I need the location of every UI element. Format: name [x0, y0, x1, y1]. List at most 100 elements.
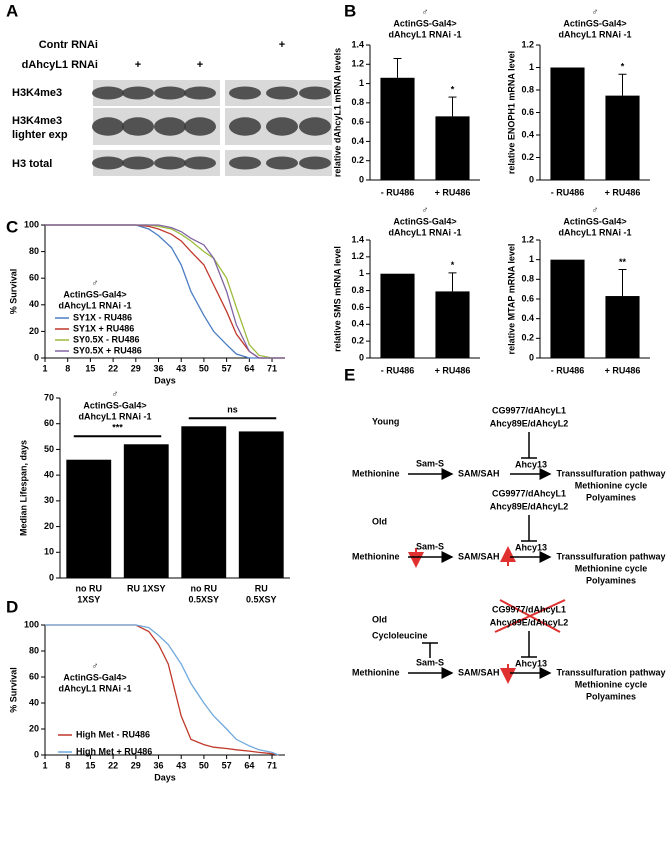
- condition-mark: +: [135, 59, 141, 71]
- y-tick-label: 0: [34, 749, 39, 759]
- x-tick-label: 29: [131, 760, 141, 770]
- y-tick-label: 0.6: [351, 117, 364, 127]
- y-tick-label: 20: [44, 521, 54, 531]
- blot-band: [154, 156, 186, 170]
- chart-title: ActinGS-Gal4>: [63, 289, 126, 299]
- condition-label: Old: [372, 614, 387, 624]
- x-tick-label: 1: [42, 363, 47, 373]
- survival-curve: [45, 624, 279, 756]
- x-tick-label: no RU: [76, 583, 103, 593]
- chart-title: dAhcyL1 RNAi -1: [558, 29, 631, 39]
- y-tick-label: 60: [29, 273, 39, 283]
- x-tick-label: - RU486: [381, 365, 415, 375]
- y-axis-label: % Survival: [8, 269, 18, 315]
- panel-label: E: [344, 365, 355, 384]
- x-tick-label: + RU486: [605, 365, 641, 375]
- x-tick-label: 43: [176, 760, 186, 770]
- x-tick-label: + RU486: [605, 187, 641, 197]
- y-tick-label: 60: [44, 418, 54, 428]
- x-tick-label: + RU486: [435, 365, 471, 375]
- y-tick-label: 1: [359, 268, 364, 278]
- bar: [380, 273, 415, 358]
- legend-label: SY0.5X - RU486: [73, 334, 140, 344]
- x-tick-label: 15: [85, 363, 95, 373]
- blot-band: [229, 156, 261, 170]
- significance-label: ***: [112, 423, 123, 433]
- y-tick-label: 0.8: [521, 84, 534, 94]
- pathway-label: Methionine cycle: [575, 480, 648, 490]
- bar: [66, 459, 112, 578]
- survival-curve: [45, 624, 279, 756]
- chart-symbol: ♂: [92, 277, 99, 287]
- blot-row-label: lighter exp: [12, 129, 68, 141]
- condition-label: Young: [372, 416, 399, 426]
- x-axis-label: Days: [154, 375, 176, 385]
- pathway-label: Transsulfuration pathway: [556, 468, 665, 478]
- enzyme-label: Ahcy13: [515, 459, 547, 469]
- chart-title: ActinGS-Gal4>: [63, 672, 126, 682]
- chart-title: ActinGS-Gal4>: [393, 216, 456, 226]
- blot-band: [184, 86, 216, 100]
- x-tick-label: 64: [244, 363, 254, 373]
- x-tick-label: 0.5XSY: [246, 594, 277, 604]
- x-tick-label: no RU: [191, 583, 218, 593]
- y-tick-label: 1.2: [521, 234, 534, 244]
- x-tick-label: 22: [108, 363, 118, 373]
- blot-band: [92, 86, 124, 100]
- x-tick-label: - RU486: [551, 187, 585, 197]
- x-axis-label: Days: [154, 772, 176, 782]
- significance-label: *: [621, 62, 625, 72]
- y-axis-label: Median Lifespan, days: [18, 440, 28, 536]
- enzyme-label: CG9977/dAhcyL1: [492, 405, 566, 415]
- blot-band: [266, 156, 298, 170]
- y-tick-label: 0.8: [521, 274, 534, 284]
- y-tick-label: 100: [24, 619, 39, 629]
- chart-title: ActinGS-Gal4>: [393, 18, 456, 28]
- chart-symbol: ♂: [92, 660, 99, 670]
- x-tick-label: - RU486: [381, 187, 415, 197]
- chart-title: dAhcyL1 RNAi -1: [58, 300, 131, 310]
- chart-symbol: ♂: [112, 388, 119, 398]
- blot-band: [184, 156, 216, 170]
- blot-band: [266, 86, 298, 100]
- y-tick-label: 0.6: [521, 107, 534, 117]
- y-tick-label: 0.4: [351, 319, 364, 329]
- enzyme-label: Sam-S: [416, 541, 444, 551]
- y-tick-label: 0.4: [521, 313, 534, 323]
- legend-label: SY0.5X + RU486: [73, 345, 142, 355]
- metabolite: SAM/SAH: [458, 551, 500, 561]
- bar: [435, 291, 470, 358]
- metabolite: Methionine: [352, 468, 400, 478]
- bar: [605, 95, 640, 180]
- condition-mark: +: [279, 39, 285, 51]
- x-tick-label: RU: [255, 583, 268, 593]
- x-tick-label: + RU486: [435, 187, 471, 197]
- pathway-label: Polyamines: [586, 492, 636, 502]
- chart-title: dAhcyL1 RNAi -1: [58, 683, 131, 693]
- x-tick-label: 1XSY: [77, 594, 100, 604]
- y-tick-label: 1: [529, 254, 534, 264]
- blot-band: [299, 156, 331, 170]
- x-tick-label: 36: [154, 363, 164, 373]
- enzyme-label: Ahcy89E/dAhcyL2: [490, 501, 569, 511]
- pathway-label: Polyamines: [586, 575, 636, 585]
- x-tick-label: 36: [154, 760, 164, 770]
- bar: [435, 116, 470, 180]
- y-tick-label: 80: [29, 246, 39, 256]
- pathway-label: Methionine cycle: [575, 563, 648, 573]
- metabolite: Methionine: [352, 667, 400, 677]
- bar: [605, 296, 640, 358]
- blot-band: [92, 156, 124, 170]
- legend-label: High Met - RU486: [76, 729, 150, 739]
- y-tick-label: 0: [359, 174, 364, 184]
- enzyme-label: Ahcy13: [515, 542, 547, 552]
- x-tick-label: 57: [222, 363, 232, 373]
- y-tick-label: 0.4: [351, 136, 364, 146]
- y-tick-label: 0: [34, 352, 39, 362]
- metabolite: Methionine: [352, 551, 400, 561]
- x-tick-label: 0.5XSY: [188, 594, 219, 604]
- x-tick-label: 50: [199, 363, 209, 373]
- bar: [550, 259, 585, 358]
- chart-title: dAhcyL1 RNAi -1: [388, 227, 461, 237]
- panel-label: C: [6, 217, 18, 236]
